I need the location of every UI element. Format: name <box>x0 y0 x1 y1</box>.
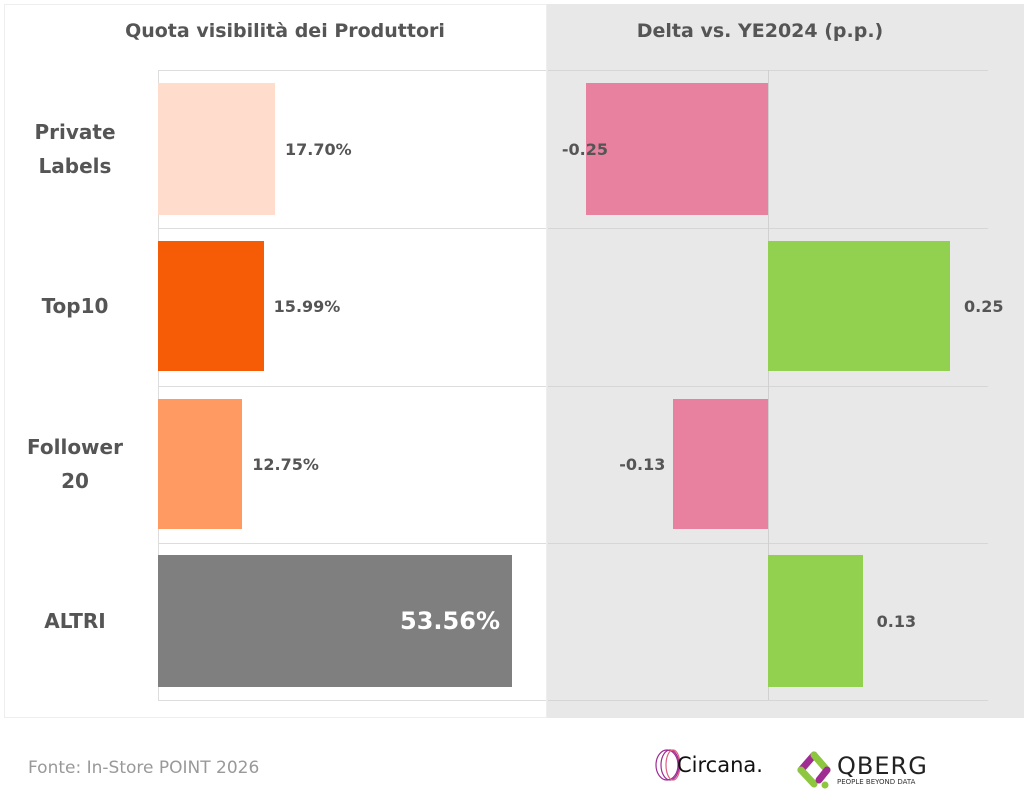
share-value-label: 17.70% <box>284 139 352 159</box>
category-label: Follower 20 <box>27 435 123 493</box>
delta-bar <box>768 241 950 371</box>
delta-value-label: 0.13 <box>876 611 917 631</box>
delta-bar <box>768 555 863 687</box>
delta-chart-title: Delta vs. YE2024 (p.p.) <box>636 20 884 42</box>
share-bar <box>158 555 512 687</box>
category-label: Top10 <box>41 294 109 318</box>
category-label: ALTRI <box>44 609 106 633</box>
share-value-label: 12.75% <box>252 454 319 474</box>
qberg-logo: QBERG PEOPLE BEYOND DATA <box>795 750 928 790</box>
circana-rings-icon <box>655 749 681 781</box>
row-gridline <box>158 70 546 71</box>
qberg-mark-icon <box>797 751 831 789</box>
circana-logo: Circana. <box>655 748 763 782</box>
source-note: Fonte: In-Store POINT 2026 <box>28 758 260 778</box>
delta-bar <box>586 83 768 215</box>
row-gridline <box>158 228 546 229</box>
delta-value-label: -0.25 <box>561 139 608 159</box>
row-gridline <box>158 700 546 701</box>
row-gridline <box>158 543 546 544</box>
row-gridline <box>548 700 988 701</box>
share-bar <box>158 399 243 529</box>
left-axis-line <box>158 70 159 700</box>
delta-value-label: -0.13 <box>619 454 666 474</box>
share-bar <box>158 241 264 371</box>
category-label: Private Labels <box>34 120 116 178</box>
row-gridline <box>158 386 546 387</box>
share-chart-title: Quota visibilità dei Produttori <box>125 20 445 42</box>
delta-bar <box>673 399 768 529</box>
share-bar <box>158 83 275 215</box>
share-value-label: 15.99% <box>273 296 341 316</box>
share-value-label: 53.56% <box>400 607 500 635</box>
delta-value-label: 0.25 <box>964 296 1004 316</box>
zero-axis-line <box>768 70 769 700</box>
